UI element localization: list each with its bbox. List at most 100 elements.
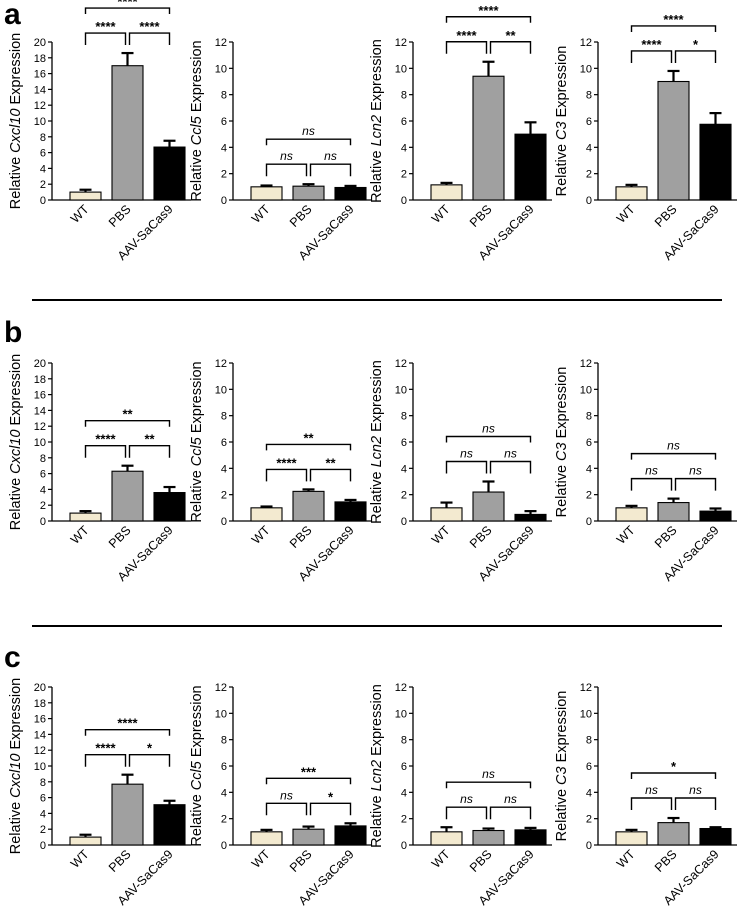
y-axis-label-prefix: Relative [554, 140, 570, 196]
significance-bracket [309, 468, 352, 482]
y-tick-label: 12 [215, 682, 227, 694]
y-tick-label: 10 [580, 708, 592, 720]
significance-bracket [128, 32, 171, 46]
x-tick-label: PBS [467, 847, 495, 875]
significance-bracket [445, 460, 488, 474]
significance-bracket [489, 41, 532, 54]
x-tick-label: WT [614, 523, 638, 547]
significance-label: **** [276, 455, 297, 470]
y-tick-label: 4 [221, 787, 227, 799]
y-axis-label: Relative C3 Expression [554, 691, 570, 842]
y-axis-label-prefix: Relative [369, 791, 385, 847]
y-tick-label: 4 [401, 463, 407, 475]
y-axis-label-suffix: Expression [8, 678, 24, 754]
y-tick-label: 2 [586, 814, 592, 826]
x-tick-label: WT [68, 523, 92, 547]
y-axis-label-suffix: Expression [189, 40, 205, 116]
y-axis-label-gene: Cxcl10 [8, 109, 24, 153]
significance-bracket [674, 797, 717, 811]
y-tick-label: 8 [40, 132, 46, 144]
y-tick-label: 8 [586, 411, 592, 423]
y-axis-label-prefix: Relative [554, 785, 570, 841]
bar-pbs [111, 65, 144, 201]
bar-pbs [292, 828, 325, 846]
significance-label: ns [645, 783, 658, 797]
y-tick-label: 16 [34, 69, 46, 81]
y-tick-label: 20 [34, 682, 46, 694]
y-tick-label: 2 [40, 824, 46, 836]
significance-bracket-wide [630, 772, 717, 780]
significance-bracket-wide [265, 138, 352, 146]
x-tick-label: WT [249, 202, 273, 226]
x-tick-label: WT [249, 523, 273, 547]
significance-label: * [147, 741, 153, 756]
significance-bracket-wide [265, 777, 352, 785]
y-axis-label-suffix: Expression [369, 39, 385, 115]
y-axis-label-prefix: Relative [369, 146, 385, 202]
significance-label: **** [95, 432, 116, 447]
significance-label: ** [325, 455, 336, 470]
y-axis-label: Relative Ccl5 Expression [189, 40, 205, 201]
significance-bracket-wide [84, 7, 171, 15]
y-axis-label: Relative Lcn2 Expression [369, 360, 385, 524]
significance-bracket [630, 477, 673, 491]
significance-bracket [84, 753, 127, 767]
y-tick-label: 10 [215, 63, 227, 75]
x-tick-label: PBS [652, 523, 680, 551]
y-tick-label: 18 [34, 53, 46, 65]
significance-label: ns [482, 767, 495, 781]
y-axis-label-gene: Lcn2 [369, 115, 385, 146]
significance-label: ns [460, 447, 473, 461]
significance-label: ** [122, 407, 133, 422]
y-tick-label: 8 [221, 735, 227, 747]
y-tick-label: 10 [34, 437, 46, 449]
significance-bracket [309, 802, 352, 816]
y-axis-label-prefix: Relative [8, 474, 24, 530]
y-tick-label: 0 [401, 516, 407, 528]
bar-wt [69, 512, 102, 522]
y-tick-label: 10 [395, 708, 407, 720]
y-tick-label: 2 [401, 814, 407, 826]
y-tick-label: 20 [34, 37, 46, 49]
y-axis-label: Relative Cxcl10 Expression [8, 354, 24, 531]
y-tick-label: 10 [215, 708, 227, 720]
y-tick-label: 6 [40, 469, 46, 481]
significance-label: ns [504, 792, 517, 806]
y-tick-label: 6 [586, 437, 592, 449]
bar-aav-sacas9 [699, 510, 732, 522]
y-tick-label: 0 [586, 840, 592, 852]
y-axis-label-gene: Ccl5 [189, 115, 205, 145]
y-tick-label: 6 [40, 793, 46, 805]
y-axis-label: Relative Lcn2 Expression [369, 39, 385, 203]
y-tick-label: 2 [586, 490, 592, 502]
significance-label: ns [280, 788, 293, 802]
y-tick-label: 2 [40, 500, 46, 512]
y-axis-label-suffix: Expression [189, 361, 205, 437]
significance-label: **** [117, 0, 138, 9]
y-tick-label: 2 [401, 169, 407, 181]
bar-wt [615, 507, 648, 522]
significance-bracket [674, 477, 717, 491]
significance-label: **** [95, 19, 116, 34]
y-tick-label: 4 [40, 163, 46, 175]
significance-label: ns [482, 422, 495, 436]
y-axis-label-gene: Cxcl10 [8, 754, 24, 798]
bar-wt [69, 836, 102, 846]
y-axis-label-suffix: Expression [369, 684, 385, 760]
y-tick-label: 12 [580, 358, 592, 370]
y-tick-label: 8 [40, 777, 46, 789]
y-tick-label: 18 [34, 374, 46, 386]
bar-pbs [472, 491, 505, 522]
y-tick-label: 10 [580, 384, 592, 396]
y-tick-label: 16 [34, 714, 46, 726]
y-tick-label: 10 [34, 761, 46, 773]
y-tick-label: 2 [221, 814, 227, 826]
x-tick-label: WT [429, 523, 453, 547]
y-axis-label-prefix: Relative [8, 153, 24, 209]
x-tick-label: PBS [467, 202, 495, 230]
y-tick-label: 0 [221, 516, 227, 528]
